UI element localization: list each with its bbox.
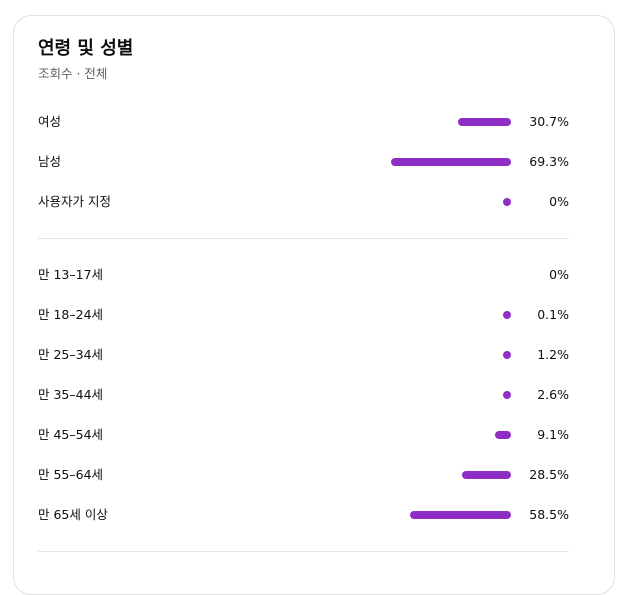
row-value: 9.1% [537,427,569,442]
age-row-55-64: 만 55–64세 28.5% [38,463,569,487]
bar-track [349,263,511,287]
row-value: 1.2% [537,347,569,362]
row-label: 만 13–17세 [38,267,104,282]
bar-track [349,150,511,174]
bar-fill [462,471,511,479]
card-subtitle: 조회수 · 전체 [38,66,108,81]
age-row-25-34: 만 25–34세 1.2% [38,343,569,367]
age-row-65-plus: 만 65세 이상 58.5% [38,503,569,527]
bar-fill [391,158,511,166]
bar-fill [458,118,511,126]
bar-fill [495,431,511,439]
row-value: 0% [549,194,569,209]
age-gender-card: 연령 및 성별 조회수 · 전체 여성 30.7% 남성 69.3% 사용자가 … [13,15,615,595]
bar-track [349,423,511,447]
row-label: 만 65세 이상 [38,507,108,522]
bar-track [349,383,511,407]
gender-row-male: 남성 69.3% [38,150,569,174]
bar-track [349,463,511,487]
row-label: 만 25–34세 [38,347,104,362]
row-label: 만 18–24세 [38,307,104,322]
row-label: 만 45–54세 [38,427,104,442]
gender-row-female: 여성 30.7% [38,110,569,134]
age-row-13-17: 만 13–17세 0% [38,263,569,287]
row-value: 69.3% [529,154,569,169]
row-value: 0% [549,267,569,282]
row-value: 28.5% [529,467,569,482]
row-value: 0.1% [537,307,569,322]
section-divider [38,238,569,239]
bar-track [349,343,511,367]
row-label: 여성 [38,114,62,129]
card-title: 연령 및 성별 [38,38,134,59]
bar-fill [503,311,511,319]
bar-track [349,303,511,327]
bar-fill [503,351,511,359]
bar-track [349,503,511,527]
age-row-18-24: 만 18–24세 0.1% [38,303,569,327]
age-row-35-44: 만 35–44세 2.6% [38,383,569,407]
row-label: 사용자가 지정 [38,194,111,209]
row-value: 58.5% [529,507,569,522]
bar-track [349,190,511,214]
bar-fill [503,391,511,399]
row-label: 만 35–44세 [38,387,104,402]
bar-track [349,110,511,134]
bar-fill [503,198,511,206]
row-label: 남성 [38,154,62,169]
row-label: 만 55–64세 [38,467,104,482]
row-value: 2.6% [537,387,569,402]
gender-row-custom: 사용자가 지정 0% [38,190,569,214]
section-divider [38,551,569,552]
age-row-45-54: 만 45–54세 9.1% [38,423,569,447]
row-value: 30.7% [529,114,569,129]
bar-fill [410,511,511,519]
